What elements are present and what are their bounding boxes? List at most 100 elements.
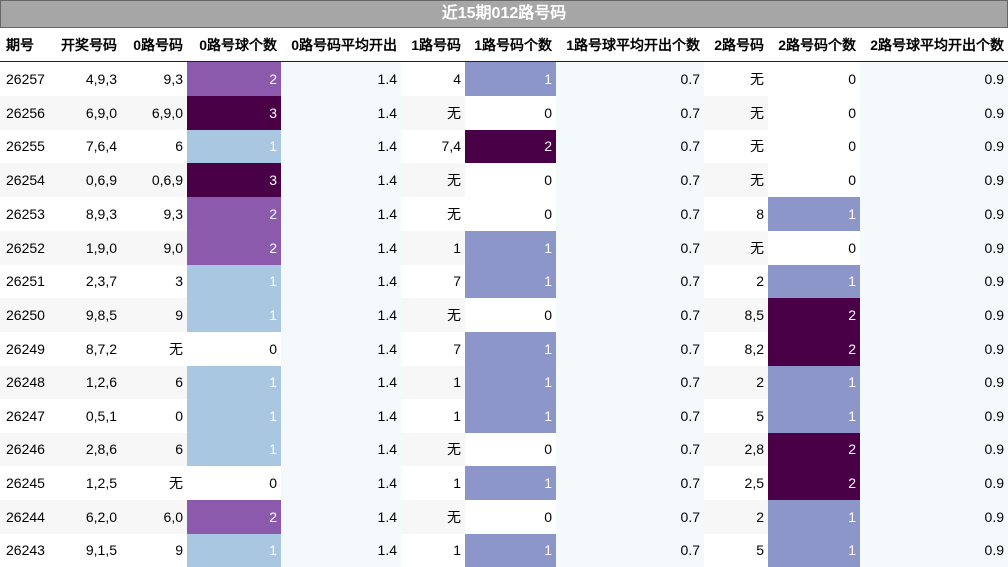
route2-count-cell: 1	[768, 499, 860, 534]
route1-count-cell: 1	[465, 264, 556, 298]
route0-numbers-cell: 0,6,9	[121, 162, 187, 197]
route0-numbers-cell: 6	[121, 129, 187, 163]
route0-numbers-cell: 无	[121, 331, 187, 366]
route1-count-cell: 2	[465, 129, 556, 163]
route1-average-cell: 0.7	[556, 331, 704, 366]
route1-numbers-cell: 无	[401, 162, 465, 197]
header-row: 期号 开奖号码 0路号码 0路号球个数 0路号码平均开出 1路号码 1路号码个数…	[0, 28, 1008, 62]
route2-numbers-cell: 无	[704, 162, 768, 197]
route2-average-cell: 0.9	[860, 465, 1008, 500]
route1-count-cell: 1	[465, 533, 556, 567]
issue-cell: 26246	[0, 432, 52, 466]
route1-numbers-cell: 无	[401, 432, 465, 466]
route2-numbers-cell: 8,2	[704, 331, 768, 366]
route1-numbers-cell: 无	[401, 95, 465, 130]
route0-average-cell: 1.4	[281, 465, 401, 500]
route2-average-cell: 0.9	[860, 61, 1008, 96]
route0-average-cell: 1.4	[281, 264, 401, 298]
route0-count-cell: 2	[187, 230, 281, 265]
route1-average-cell: 0.7	[556, 398, 704, 433]
route0-count-cell: 0	[187, 465, 281, 500]
route1-average-cell: 0.7	[556, 499, 704, 534]
route0-count-cell: 1	[187, 398, 281, 433]
route2-count-cell: 2	[768, 465, 860, 500]
route0-average-cell: 1.4	[281, 230, 401, 265]
route0-average-cell: 1.4	[281, 398, 401, 433]
issue-cell: 26257	[0, 61, 52, 96]
route-number-table: 期号 开奖号码 0路号码 0路号球个数 0路号码平均开出 1路号码 1路号码个数…	[0, 28, 1008, 567]
route0-numbers-cell: 3	[121, 264, 187, 298]
route0-average-cell: 1.4	[281, 432, 401, 466]
route1-numbers-cell: 7	[401, 264, 465, 298]
table-row: 26256 6,9,0 6,9,0 3 1.4 无 0 0.7 无 0 0.9	[0, 95, 1008, 130]
route0-average-cell: 1.4	[281, 533, 401, 567]
route0-average-cell: 1.4	[281, 365, 401, 399]
route2-average-cell: 0.9	[860, 196, 1008, 231]
route1-numbers-cell: 1	[401, 230, 465, 265]
route0-count-cell: 0	[187, 331, 281, 366]
route0-numbers-cell: 6,0	[121, 499, 187, 534]
draw-numbers-cell: 2,3,7	[52, 264, 121, 298]
route2-numbers-cell: 2	[704, 365, 768, 399]
table-row: 26247 0,5,1 0 1 1.4 1 1 0.7 5 1 0.9	[0, 398, 1008, 433]
draw-numbers-cell: 7,6,4	[52, 129, 121, 163]
route2-average-cell: 0.9	[860, 297, 1008, 332]
route0-numbers-cell: 9	[121, 297, 187, 332]
table-row: 26252 1,9,0 9,0 2 1.4 1 1 0.7 无 0 0.9	[0, 230, 1008, 265]
route1-numbers-cell: 4	[401, 61, 465, 96]
draw-numbers-cell: 1,9,0	[52, 230, 121, 265]
route1-count-cell: 1	[465, 230, 556, 265]
draw-numbers-cell: 2,8,6	[52, 432, 121, 466]
route1-count-cell: 0	[465, 196, 556, 231]
route2-count-cell: 0	[768, 129, 860, 163]
route2-average-cell: 0.9	[860, 365, 1008, 399]
route2-numbers-cell: 5	[704, 533, 768, 567]
route2-numbers-cell: 2	[704, 264, 768, 298]
route2-count-cell: 1	[768, 533, 860, 567]
route1-numbers-cell: 1	[401, 398, 465, 433]
route2-count-cell: 0	[768, 61, 860, 96]
header-route1-numbers: 1路号码	[401, 28, 465, 62]
draw-numbers-cell: 1,2,5	[52, 465, 121, 500]
route2-average-cell: 0.9	[860, 264, 1008, 298]
table-row: 26248 1,2,6 6 1 1.4 1 1 0.7 2 1 0.9	[0, 365, 1008, 399]
route2-numbers-cell: 无	[704, 95, 768, 130]
route2-average-cell: 0.9	[860, 499, 1008, 534]
route1-count-cell: 0	[465, 95, 556, 130]
issue-cell: 26252	[0, 230, 52, 265]
route2-numbers-cell: 8	[704, 196, 768, 231]
route2-count-cell: 2	[768, 331, 860, 366]
issue-cell: 26253	[0, 196, 52, 231]
table-row: 26250 9,8,5 9 1 1.4 无 0 0.7 8,5 2 0.9	[0, 297, 1008, 332]
issue-cell: 26254	[0, 162, 52, 197]
route1-numbers-cell: 1	[401, 365, 465, 399]
route0-count-cell: 1	[187, 533, 281, 567]
issue-cell: 26255	[0, 129, 52, 163]
route1-average-cell: 0.7	[556, 196, 704, 231]
draw-numbers-cell: 6,2,0	[52, 499, 121, 534]
route2-numbers-cell: 无	[704, 61, 768, 96]
draw-numbers-cell: 4,9,3	[52, 61, 121, 96]
route2-average-cell: 0.9	[860, 162, 1008, 197]
route0-numbers-cell: 9,3	[121, 61, 187, 96]
route2-count-cell: 0	[768, 230, 860, 265]
route1-average-cell: 0.7	[556, 95, 704, 130]
route1-count-cell: 1	[465, 61, 556, 96]
route0-numbers-cell: 9,0	[121, 230, 187, 265]
route2-average-cell: 0.9	[860, 432, 1008, 466]
route0-average-cell: 1.4	[281, 331, 401, 366]
header-route0-count: 0路号球个数	[187, 28, 281, 62]
issue-cell: 26245	[0, 465, 52, 500]
table-row: 26253 8,9,3 9,3 2 1.4 无 0 0.7 8 1 0.9	[0, 196, 1008, 231]
route0-numbers-cell: 0	[121, 398, 187, 433]
header-route1-average: 1路号球平均开出个数	[556, 28, 704, 62]
route1-average-cell: 0.7	[556, 129, 704, 163]
route1-numbers-cell: 7,4	[401, 129, 465, 163]
header-route2-numbers: 2路号码	[704, 28, 768, 62]
header-route0-numbers: 0路号码	[121, 28, 187, 62]
route0-count-cell: 1	[187, 365, 281, 399]
route1-average-cell: 0.7	[556, 465, 704, 500]
draw-numbers-cell: 1,2,6	[52, 365, 121, 399]
route1-numbers-cell: 无	[401, 196, 465, 231]
route1-numbers-cell: 7	[401, 331, 465, 366]
